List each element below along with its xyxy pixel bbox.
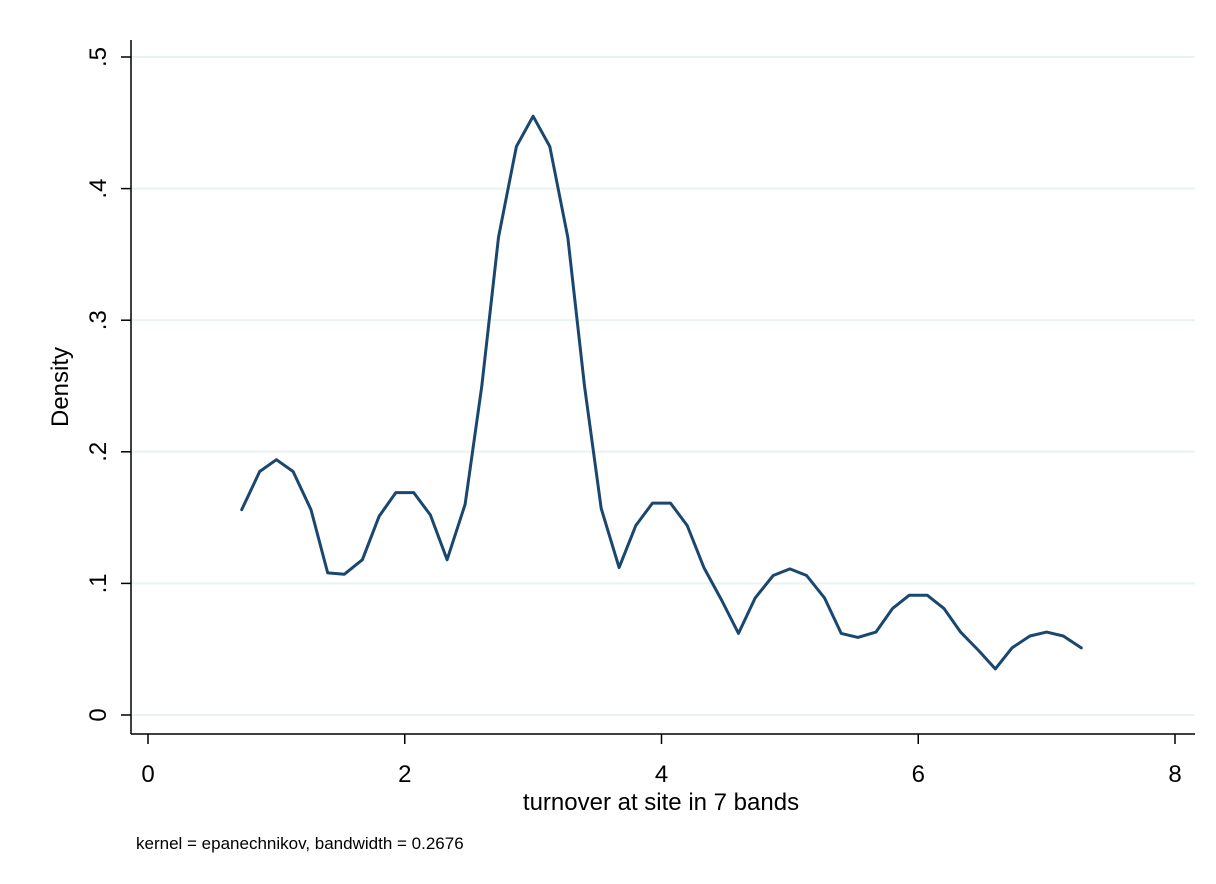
x-ticks: 0 2 4 6 8	[141, 734, 1182, 788]
y-ticks: 0 .1 .2 .3 .4 .5	[85, 47, 131, 722]
x-tick-label-4: 8	[1168, 761, 1181, 788]
x-tick-label-2: 4	[655, 761, 668, 788]
y-axis-title: Density	[47, 347, 74, 427]
x-tick-label-1: 2	[398, 761, 411, 788]
x-tick-label-0: 0	[141, 761, 154, 788]
x-tick-label-3: 6	[912, 761, 925, 788]
chart-note: kernel = epanechnikov, bandwidth = 0.267…	[136, 834, 464, 853]
density-line-0	[240, 114, 1083, 671]
y-tick-label-1: .1	[85, 573, 112, 593]
y-tick-label-5: .5	[85, 47, 112, 67]
y-tick-label-4: .4	[85, 179, 112, 199]
y-tick-label-2: .2	[85, 442, 112, 462]
x-axis-title: turnover at site in 7 bands	[523, 789, 799, 816]
y-tick-label-3: .3	[85, 310, 112, 330]
gridlines	[131, 56, 1195, 716]
axes	[130, 40, 1195, 735]
y-tick-label-0: 0	[85, 708, 112, 721]
series-group	[240, 114, 1083, 671]
